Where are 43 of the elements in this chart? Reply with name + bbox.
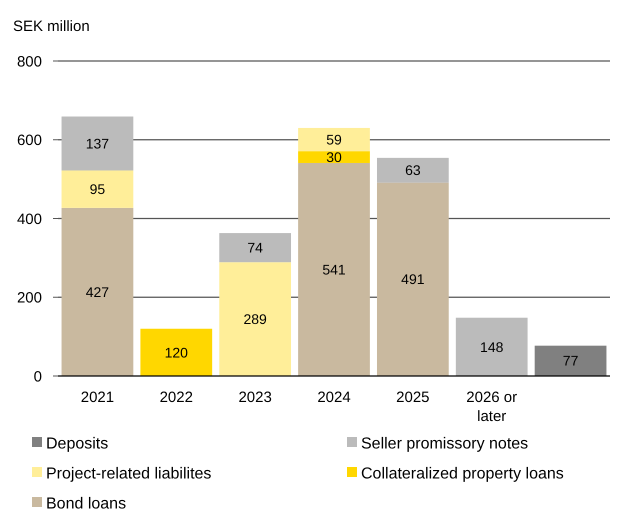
x-tick-label: 2021 <box>80 389 114 406</box>
y-tick-label: 200 <box>16 290 42 306</box>
data-label: 63 <box>405 162 421 178</box>
data-label: 427 <box>86 284 110 300</box>
y-tick-label: 0 <box>34 368 42 386</box>
x-tick-label: 2022 <box>160 389 193 406</box>
bar <box>140 328 212 376</box>
data-label: 541 <box>322 261 346 278</box>
data-label: 77 <box>562 352 579 369</box>
bar <box>298 162 370 376</box>
x-tick-label: 2025 <box>396 389 430 406</box>
data-label: 59 <box>326 131 342 148</box>
legend-label: Bond loans <box>46 496 126 513</box>
y-tick-label: 800 <box>16 53 42 70</box>
bar <box>298 151 370 163</box>
legend-label: Seller promissory notes <box>361 436 528 453</box>
data-label: 137 <box>86 135 110 152</box>
y-tick-label: 400 <box>16 210 42 228</box>
x-tick-label: 2024 <box>317 389 351 406</box>
bar <box>456 318 528 376</box>
bar <box>534 346 606 376</box>
data-label: 120 <box>164 344 188 360</box>
bar <box>62 116 134 170</box>
data-label: 74 <box>247 240 264 256</box>
y-tick-label: 600 <box>16 132 42 149</box>
bar <box>219 233 292 262</box>
x-tick-label: 2023 <box>238 389 272 406</box>
data-label: 30 <box>326 148 342 165</box>
bar <box>298 128 370 152</box>
data-label: 148 <box>480 338 504 355</box>
bar <box>219 262 292 376</box>
bar <box>376 158 449 183</box>
bar <box>376 182 449 376</box>
bar <box>62 208 134 376</box>
legend-label: Project-related liabilites <box>46 466 212 483</box>
data-label: 289 <box>243 311 268 328</box>
legend-label: Collateralized property loans <box>361 466 564 483</box>
y-axis-title: SEK million <box>13 18 90 35</box>
data-label: 95 <box>90 181 106 198</box>
bar <box>62 170 134 208</box>
data-label: 491 <box>401 271 425 288</box>
legend-label: Deposits <box>46 436 108 453</box>
x-tick-label: 2026 or later <box>466 389 518 425</box>
